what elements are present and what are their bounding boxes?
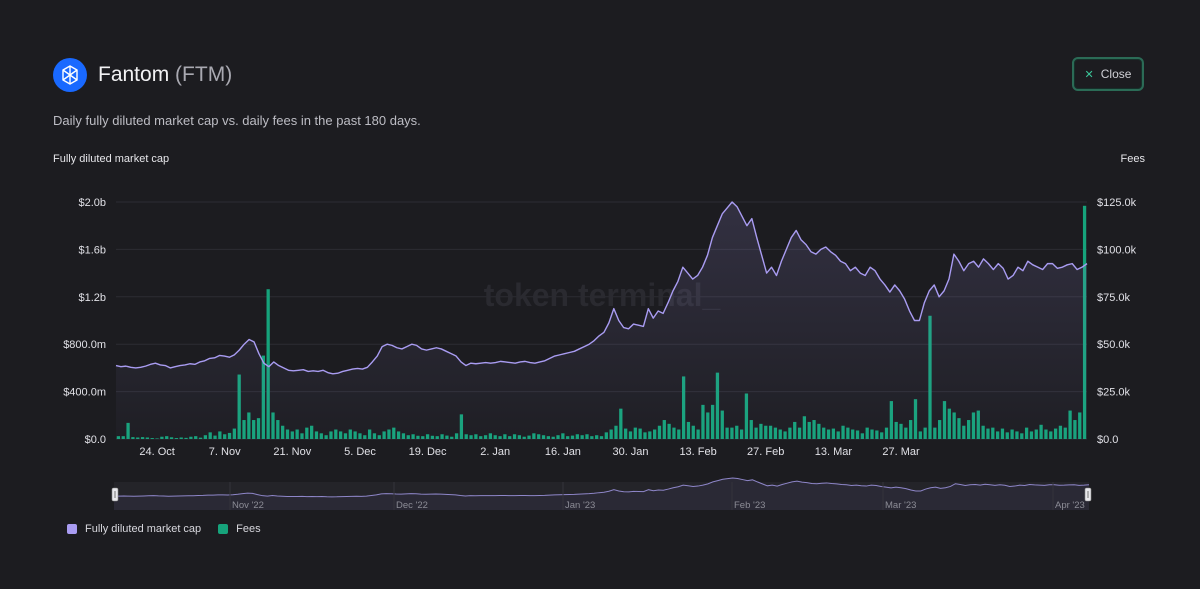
left-axis-tick: $1.2b xyxy=(78,292,106,304)
navigator-label: Apr '23 xyxy=(1055,500,1085,511)
fees-bar[interactable] xyxy=(266,289,270,439)
token-header: Fantom (FTM) xyxy=(53,58,232,92)
right-axis-tick: $125.0k xyxy=(1097,197,1137,209)
market-cap-area xyxy=(116,202,1087,439)
right-axis-tick: $75.0k xyxy=(1097,292,1131,304)
left-axis-tick: $1.6b xyxy=(78,244,106,256)
legend-label-fees: Fees xyxy=(236,523,261,535)
left-axis-tick: $400.0m xyxy=(63,387,106,399)
x-axis-tick: 13. Mar xyxy=(815,446,853,458)
right-axis-title: Fees xyxy=(1120,153,1145,165)
legend-item-market-cap[interactable]: Fully diluted market cap xyxy=(67,523,201,535)
navigator-line xyxy=(113,477,1090,498)
x-axis-tick: 19. Dec xyxy=(409,446,447,458)
x-axis-tick: 13. Feb xyxy=(679,446,716,458)
navigator-label: Jan '23 xyxy=(565,500,595,511)
navigator-label: Dec '22 xyxy=(396,500,428,511)
x-axis-tick: 30. Jan xyxy=(612,446,648,458)
close-button[interactable]: ✕ Close xyxy=(1072,57,1144,91)
x-axis-tick: 24. Oct xyxy=(139,446,174,458)
x-axis-tick: 5. Dec xyxy=(344,446,376,458)
market-cap-line[interactable] xyxy=(115,201,1088,375)
token-ticker: (FTM) xyxy=(175,63,233,86)
x-axis-tick: 21. Nov xyxy=(273,446,311,458)
left-axis-tick: $800.0m xyxy=(63,339,106,351)
legend-label-market-cap: Fully diluted market cap xyxy=(85,523,202,535)
right-axis-tick: $25.0k xyxy=(1097,387,1131,399)
range-navigator[interactable]: Nov '22 Dec '22 Jan '23 Feb '23 Mar '23 Apr '… xyxy=(111,477,1092,511)
legend-swatch-market-cap xyxy=(67,524,77,534)
right-axis-tick: $100.0k xyxy=(1097,244,1137,256)
page-title: Fantom (FTM) xyxy=(98,63,232,87)
navigator-label: Mar '23 xyxy=(885,500,916,511)
x-axis-tick: 7. Nov xyxy=(209,446,241,458)
x-axis-tick: 16. Jan xyxy=(545,446,581,458)
fantom-logo-icon xyxy=(53,58,87,92)
x-axis-tick: 27. Feb xyxy=(747,446,784,458)
right-axis-tick: $50.0k xyxy=(1097,339,1131,351)
x-axis-tick: 2. Jan xyxy=(480,446,510,458)
left-axis-tick: $2.0b xyxy=(78,197,106,209)
close-icon: ✕ xyxy=(1084,68,1094,81)
navigator-label: Feb '23 xyxy=(734,500,765,511)
left-axis-title: Fully diluted market cap xyxy=(53,153,170,165)
x-axis-tick: 27. Mar xyxy=(882,446,920,458)
right-axis-tick: $0.0 xyxy=(1097,434,1118,446)
token-name: Fantom xyxy=(98,63,170,86)
navigator-label: Nov '22 xyxy=(232,500,264,511)
legend: Fully diluted market cap Fees xyxy=(67,523,278,535)
navigator-area xyxy=(114,478,1089,510)
chart-subtitle: Daily fully diluted market cap vs. daily… xyxy=(53,113,421,128)
close-button-label: Close xyxy=(1100,67,1132,81)
left-axis-tick: $0.0 xyxy=(85,434,106,446)
legend-swatch-fees xyxy=(218,524,229,534)
legend-item-fees[interactable]: Fees xyxy=(218,523,261,535)
